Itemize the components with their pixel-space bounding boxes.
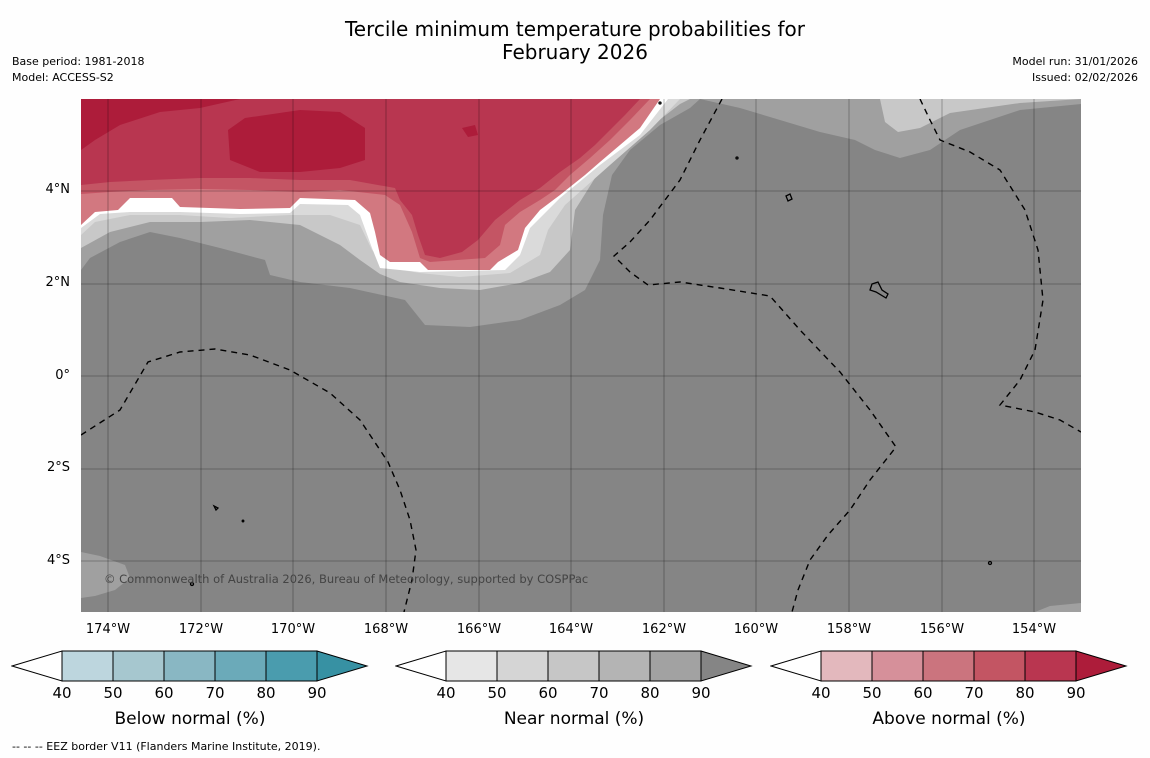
lat-label-4n: 4°N <box>45 182 71 197</box>
cb-below-tick-80: 80 <box>256 684 276 702</box>
eez-footnote: -- -- -- EEZ border V11 (Flanders Marine… <box>12 740 321 753</box>
meta-right: Model run: 31/01/2026 Issued: 02/02/2026 <box>1012 54 1138 86</box>
colorbar-near-title: Near normal (%) <box>503 709 645 729</box>
colorbar-above-extend-high <box>1075 650 1128 682</box>
colorbar-near-seg-80 <box>649 650 702 682</box>
colorbar-near-seg-70 <box>598 650 651 682</box>
islands <box>189 101 993 587</box>
eez-borders <box>81 99 1081 612</box>
cb-above-tick-90: 90 <box>1066 684 1086 702</box>
cb-above-tick-40: 40 <box>811 684 831 702</box>
colorbar-near-normal <box>395 650 753 682</box>
cb-above-tick-60: 60 <box>913 684 933 702</box>
copyright-notice: © Commonwealth of Australia 2026, Bureau… <box>104 572 589 586</box>
colorbar-below-title: Below normal (%) <box>114 709 266 729</box>
colorbar-below-normal <box>11 650 369 682</box>
lon-label-170w: 170°W <box>270 622 316 637</box>
colorbar-above-seg-50 <box>871 650 924 682</box>
cb-below-tick-60: 60 <box>154 684 174 702</box>
above-normal-80-region <box>81 99 640 258</box>
eez-border-tokelau <box>81 348 417 612</box>
colorbar-below-extend-high <box>316 650 369 682</box>
model-run-label: Model run: 31/01/2026 <box>1012 55 1138 68</box>
near-normal-70-region <box>880 99 1081 132</box>
cb-above-tick-70: 70 <box>964 684 984 702</box>
cb-near-tick-80: 80 <box>640 684 660 702</box>
cb-below-tick-40: 40 <box>52 684 72 702</box>
base-period-label: Base period: 1981-2018 <box>12 55 145 68</box>
lon-label-158w: 158°W <box>826 622 872 637</box>
colorbar-above-title: Above normal (%) <box>872 709 1026 729</box>
colorbar-near-seg-60 <box>547 650 600 682</box>
lon-label-166w: 166°W <box>456 622 502 637</box>
island-jarvis <box>785 193 793 202</box>
lon-label-162w: 162°W <box>641 622 687 637</box>
colorbar-above-seg-60 <box>922 650 975 682</box>
island-small-4 <box>735 156 739 160</box>
lon-label-174w: 174°W <box>85 622 131 637</box>
lon-label-172w: 172°W <box>178 622 224 637</box>
colorbar-below-seg-70 <box>214 650 267 682</box>
lon-label-168w: 168°W <box>363 622 409 637</box>
lat-label-2n: 2°N <box>45 275 71 290</box>
colorbar-above-seg-40 <box>820 650 873 682</box>
probability-map <box>81 99 1081 612</box>
cb-below-tick-50: 50 <box>103 684 123 702</box>
cb-near-tick-60: 60 <box>538 684 558 702</box>
map-title: Tercile minimum temperature probabilitie… <box>0 18 1150 64</box>
near-normal-bottom-right <box>1035 603 1081 612</box>
model-label: Model: ACCESS-S2 <box>12 71 114 84</box>
cb-near-tick-90: 90 <box>691 684 711 702</box>
colorbar-below-extend-low <box>11 650 63 682</box>
cb-above-tick-80: 80 <box>1015 684 1035 702</box>
issued-label: Issued: 02/02/2026 <box>1031 71 1138 84</box>
colorbar-near-extend-high <box>700 650 753 682</box>
lon-label-154w: 154°W <box>1011 622 1057 637</box>
eez-border-east <box>919 99 1081 433</box>
colorbar-above-seg-70 <box>973 650 1026 682</box>
colorbar-below-seg-80 <box>265 650 318 682</box>
island-kiritimati <box>869 281 889 299</box>
lat-label-2s: 2°S <box>46 460 70 475</box>
island-small-1 <box>212 504 220 512</box>
island-small-2 <box>189 581 195 587</box>
colorbar-near-seg-40 <box>445 650 498 682</box>
cb-near-tick-40: 40 <box>436 684 456 702</box>
graticule <box>81 99 1081 612</box>
lon-label-156w: 156°W <box>919 622 965 637</box>
lon-label-160w: 160°W <box>733 622 779 637</box>
island-small-5 <box>658 101 662 105</box>
island-small-3 <box>987 560 993 566</box>
colorbar-near-extend-low <box>395 650 447 682</box>
above-normal-90-region <box>81 99 478 172</box>
title-line-1: Tercile minimum temperature probabilitie… <box>344 17 806 41</box>
title-line-2: February 2026 <box>502 40 648 64</box>
cb-below-tick-70: 70 <box>205 684 225 702</box>
cb-near-tick-50: 50 <box>487 684 507 702</box>
lat-label-4s: 4°S <box>46 553 70 568</box>
lon-label-164w: 164°W <box>548 622 594 637</box>
colorbar-above-normal <box>770 650 1128 682</box>
cb-below-tick-90: 90 <box>307 684 327 702</box>
lat-label-0: 0° <box>55 368 70 383</box>
colorbar-above-extend-low <box>770 650 822 682</box>
colorbar-below-seg-40 <box>61 650 114 682</box>
colorbar-near-seg-50 <box>496 650 549 682</box>
cb-above-tick-50: 50 <box>862 684 882 702</box>
colorbar-above-seg-80 <box>1024 650 1077 682</box>
colorbar-below-seg-60 <box>163 650 216 682</box>
colorbar-below-seg-50 <box>112 650 165 682</box>
near-normal-90-region <box>700 99 1081 158</box>
cb-near-tick-70: 70 <box>589 684 609 702</box>
near-normal-bottom-left <box>81 552 130 598</box>
meta-left: Base period: 1981-2018 Model: ACCESS-S2 <box>12 54 144 86</box>
island-small-6 <box>241 519 245 523</box>
